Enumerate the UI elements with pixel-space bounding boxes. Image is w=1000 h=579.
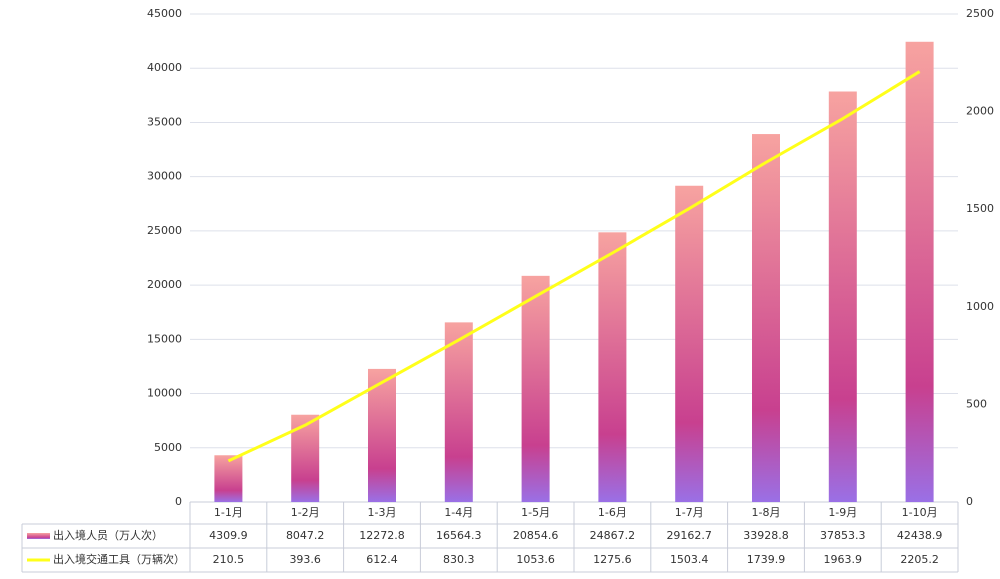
table-value: 8047.2 [286,529,325,542]
line [227,70,921,463]
table-value: 33928.8 [743,529,789,542]
table-value: 4309.9 [209,529,248,542]
table-value: 24867.2 [590,529,636,542]
y2-tick-label: 500 [966,397,987,410]
y-tick-label: 5000 [154,441,182,454]
bar [752,134,780,502]
bar [291,414,320,502]
y-tick-label: 35000 [147,115,182,128]
y2-tick-label: 2000 [966,105,994,118]
y2-tick-label: 1500 [966,202,994,215]
table-value: 16564.3 [436,529,482,542]
table-value: 29162.7 [666,529,712,542]
x-tick-label: 1-1月 [214,506,243,519]
table-value: 1739.9 [747,553,786,566]
bar [368,368,396,502]
table-value: 1963.9 [824,553,863,566]
y2-tick-label: 0 [966,495,973,508]
y-tick-label: 40000 [147,61,182,74]
x-tick-label: 1-7月 [675,506,704,519]
bar [214,455,243,502]
legend-swatch [27,533,50,539]
legend-label: 出入境交通工具（万辆次） [53,552,185,566]
bar [905,41,934,502]
table-value: 1053.6 [516,553,555,566]
table-value: 12272.8 [359,529,405,542]
y2-tick-label: 1000 [966,300,994,313]
y-tick-label: 0 [175,495,182,508]
table-value: 830.3 [443,553,475,566]
table-value: 20854.6 [513,529,559,542]
table-value: 37853.3 [820,529,866,542]
table-value: 393.6 [289,553,321,566]
y-tick-label: 45000 [147,7,182,20]
table-value: 1275.6 [593,553,632,566]
table-value: 612.4 [366,553,398,566]
y-tick-label: 30000 [147,170,182,183]
x-tick-label: 1-5月 [521,506,550,519]
x-tick-label: 1-10月 [902,506,938,519]
legend-label: 出入境人员（万人次） [53,528,163,542]
table-value: 2205.2 [900,553,939,566]
y-tick-label: 25000 [147,224,182,237]
x-tick-label: 1-2月 [291,506,320,519]
bar [444,322,473,502]
y-tick-label: 20000 [147,278,182,291]
table-value: 210.5 [213,553,245,566]
table-value: 42438.9 [897,529,943,542]
x-tick-label: 1-9月 [828,506,857,519]
x-tick-label: 1-8月 [752,506,781,519]
bar [521,275,550,502]
x-tick-label: 1-3月 [368,506,397,519]
x-tick-label: 1-6月 [598,506,627,519]
y2-tick-label: 2500 [966,7,994,20]
x-tick-label: 1-4月 [444,506,473,519]
y-tick-label: 10000 [147,387,182,400]
bar [675,185,704,503]
table-value: 1503.4 [670,553,709,566]
y-tick-label: 15000 [147,332,182,345]
bar [598,232,627,502]
bar [828,91,857,503]
